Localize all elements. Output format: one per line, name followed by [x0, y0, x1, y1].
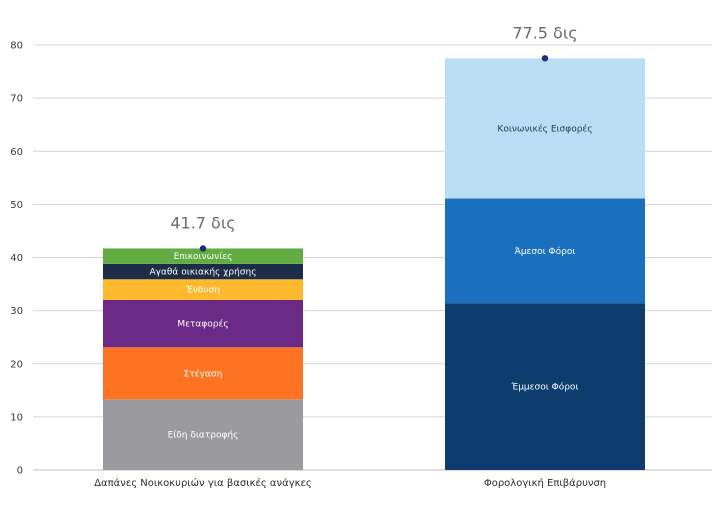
y-tick-label: 40: [10, 253, 23, 264]
y-tick-label: 20: [10, 359, 23, 370]
segment-label: Μεταφορές: [177, 319, 228, 330]
bar-segment: [103, 279, 303, 300]
segment-label: Κοινωνικές Εισφορές: [497, 123, 592, 134]
x-axis-labels: Δαπάνες Νοικοκυριών για βασικές ανάγκες Φ…: [94, 477, 606, 489]
segment-label: Στέγαση: [184, 368, 223, 379]
bar-segment: [103, 399, 303, 470]
bar-segment: [103, 263, 303, 280]
y-tick-label: 70: [10, 94, 23, 105]
y-axis-ticks: 0 10 20 30 40 50 60 70 80: [10, 41, 23, 477]
bars: Είδη διατροφής Στέγαση Μεταφορές Ένδυση Αγαθ…: [103, 23, 645, 470]
y-tick-label: 60: [10, 147, 23, 158]
bar-stack: Έμμεσοι Φόροι Άμεσοι Φόροι Κοινωνικές Εισφ…: [445, 23, 645, 470]
total-marker: [199, 245, 207, 252]
bar-segment: [445, 198, 645, 304]
bar-stack: Είδη διατροφής Στέγαση Μεταφορές Ένδυση Αγαθ…: [103, 213, 303, 470]
bar-segment: [103, 300, 303, 348]
category-label: Δαπάνες Νοικοκυριών για βασικές ανάγκες: [94, 477, 312, 489]
segment-label: Άμεσοι Φόροι: [515, 246, 576, 257]
category-label: Φορολογική Επιβάρυνση: [484, 477, 606, 489]
segment-label: Επικοινωνίες: [174, 252, 233, 262]
bar-segment: [445, 58, 645, 199]
bar-segment: [103, 347, 303, 400]
total-value-label: 77.5 δις: [512, 23, 577, 42]
y-tick-label: 0: [17, 466, 23, 477]
y-tick-label: 50: [10, 200, 23, 211]
y-tick-label: 10: [10, 412, 23, 423]
segment-label: Ένδυση: [185, 286, 220, 296]
bar-segment: [103, 248, 303, 264]
bar-segment: [445, 303, 645, 470]
y-tick-label: 80: [10, 41, 23, 52]
segment-label: Έμμεσοι Φόροι: [510, 382, 578, 393]
y-tick-label: 30: [10, 306, 23, 317]
total-value-label: 41.7 δις: [170, 213, 235, 232]
total-marker: [541, 55, 549, 62]
segment-label: Αγαθά οικιακής χρήσης: [149, 268, 256, 278]
segment-label: Είδη διατροφής: [168, 431, 239, 441]
